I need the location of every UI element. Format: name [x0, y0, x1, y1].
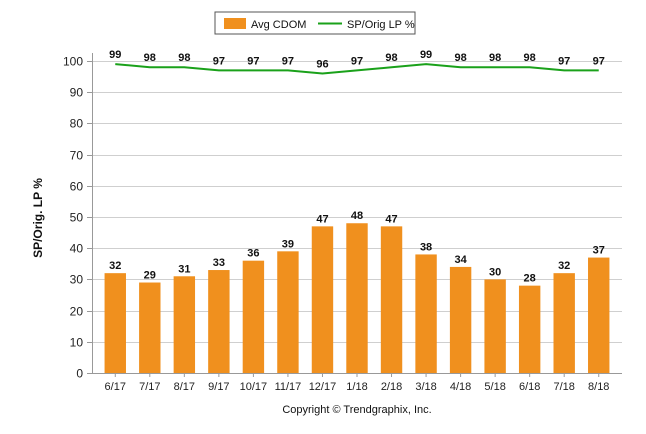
bar-data-label: 32 — [558, 260, 570, 272]
line-data-label: 97 — [558, 55, 570, 67]
bar — [311, 226, 334, 373]
y-tick-label: 90 — [70, 86, 84, 100]
y-tick-label: 30 — [70, 273, 84, 287]
y-tick-label: 20 — [70, 305, 84, 319]
x-tick-label: 7/18 — [553, 381, 574, 393]
bar-data-label: 29 — [144, 270, 156, 282]
line-data-label: 98 — [489, 52, 501, 64]
y-axis-title: SP/Orig. LP % — [31, 178, 45, 258]
bar — [553, 273, 575, 373]
line-data-label: 97 — [593, 55, 605, 67]
line-series: 99 98 98 97 97 97 96 97 98 99 98 98 98 97 97 — [109, 49, 605, 75]
legend-label-avg-cdom: Avg CDOM — [251, 19, 306, 31]
line-data-label: 98 — [178, 52, 190, 64]
line-data-label: 98 — [524, 52, 536, 64]
bar — [588, 257, 610, 373]
y-tick-label: 0 — [76, 367, 83, 381]
bar-data-label: 47 — [316, 213, 328, 225]
x-tick-label: 7/17 — [139, 381, 160, 393]
legend-label-sp-orig: SP/Orig LP % — [347, 19, 415, 31]
bar — [208, 270, 230, 373]
bar — [139, 282, 161, 373]
bar-data-label: 39 — [282, 238, 294, 250]
bar-data-label: 33 — [213, 257, 225, 269]
x-axis: 6/17 7/17 8/17 9/17 10/17 11/17 12/17 1/18 2/18 3… — [105, 373, 609, 393]
bar-series: 32 29 31 33 36 39 47 48 47 38 34 30 28 32 37 — [104, 210, 610, 373]
x-tick-label: 5/18 — [484, 381, 505, 393]
bar — [415, 254, 437, 373]
bar — [518, 285, 541, 373]
bar-data-label: 47 — [385, 213, 397, 225]
legend-box — [214, 11, 416, 35]
bar-data-label: 28 — [524, 273, 536, 285]
bar — [242, 260, 265, 373]
bar — [484, 279, 506, 373]
x-tick-label: 8/18 — [588, 381, 609, 393]
x-tick-label: 1/18 — [346, 381, 367, 393]
line-data-label: 97 — [351, 55, 363, 67]
bar-data-label: 32 — [109, 260, 121, 272]
line-data-label: 97 — [213, 55, 225, 67]
bar — [173, 276, 196, 373]
bar-data-label: 36 — [247, 248, 259, 260]
x-tick-label: 3/18 — [415, 381, 436, 393]
x-tick-label: 9/17 — [208, 381, 229, 393]
bar — [380, 226, 403, 373]
bar — [346, 223, 368, 373]
y-tick-label: 40 — [70, 242, 84, 256]
x-tick-label: 6/17 — [105, 381, 126, 393]
x-tick-label: 10/17 — [240, 381, 268, 393]
y-tick-label: 80 — [70, 117, 84, 131]
line-data-label: 99 — [420, 49, 432, 61]
copyright-credit: Copyright © Trendgraphix, Inc. — [282, 404, 431, 416]
y-tick-label: 100 — [63, 55, 83, 69]
y-axis: 0 10 20 30 40 50 60 70 80 90 100 — [63, 53, 93, 381]
bar-data-label: 38 — [420, 241, 432, 253]
y-tick-label: 10 — [70, 336, 84, 350]
x-tick-label: 8/17 — [174, 381, 195, 393]
legend: Avg CDOM SP/Orig LP % — [214, 11, 416, 35]
y-tick-label: 60 — [70, 180, 84, 194]
bar — [449, 266, 472, 373]
bar-data-label: 37 — [593, 245, 605, 257]
y-tick-label: 70 — [70, 149, 84, 163]
bar-data-label: 34 — [454, 254, 467, 266]
bar-data-label: 30 — [489, 266, 501, 278]
x-tick-label: 11/17 — [275, 381, 302, 393]
line-data-label: 98 — [454, 52, 466, 64]
line-data-label: 98 — [144, 52, 156, 64]
x-tick-label: 6/18 — [519, 381, 540, 393]
bar — [104, 273, 126, 373]
line-data-label: 98 — [385, 52, 397, 64]
line-data-label: 99 — [109, 49, 121, 61]
line-data-label: 97 — [247, 55, 259, 67]
series-line — [115, 63, 599, 75]
bar — [277, 251, 299, 373]
x-tick-label: 12/17 — [309, 381, 337, 393]
bar-data-label: 31 — [178, 263, 190, 275]
line-data-label: 97 — [282, 55, 294, 67]
y-tick-label: 50 — [70, 211, 84, 225]
bar-data-label: 48 — [351, 210, 363, 222]
x-tick-label: 2/18 — [381, 381, 402, 393]
legend-swatch-avg-cdom — [224, 18, 246, 29]
line-data-label: 96 — [316, 58, 328, 70]
x-tick-label: 4/18 — [450, 381, 471, 393]
